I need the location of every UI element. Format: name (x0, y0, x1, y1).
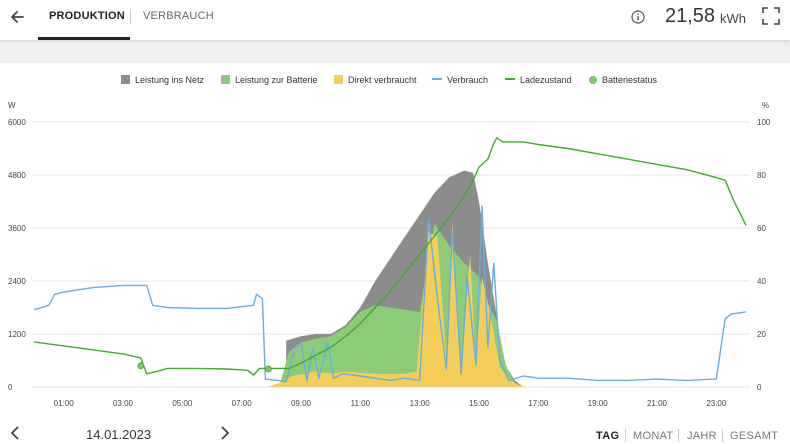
chart-legend: Leistung ins Netz Leistung zur Batterie … (0, 73, 790, 89)
legend-item-netz[interactable]: Leistung ins Netz (121, 75, 204, 87)
point-batteriestatus (137, 362, 145, 370)
area-series-direkt-verbraucht (268, 223, 527, 387)
y-tick-label-right: 0 (757, 383, 762, 392)
y-tick-label-left: 3600 (8, 224, 26, 233)
x-tick-label: 21:00 (647, 399, 668, 408)
back-arrow-icon[interactable] (8, 6, 28, 28)
top-bar: PRODUKTION VERBRAUCH 21,58 kWh (0, 0, 790, 40)
y-tick-label-right: 80 (757, 171, 766, 180)
range-tab-jahr[interactable]: JAHR (687, 430, 717, 442)
previous-day-icon[interactable] (8, 425, 22, 441)
range-separator (625, 429, 626, 442)
x-tick-label: 01:00 (54, 399, 75, 408)
x-tick-label: 17:00 (528, 399, 549, 408)
y-tick-label-left: 0 (8, 383, 13, 392)
legend-label: Verbrauch (447, 75, 489, 85)
x-tick-label: 03:00 (113, 399, 134, 408)
legend-item-batteriestatus[interactable]: Batteriestatus (589, 75, 657, 87)
active-tab-indicator (38, 37, 130, 40)
legend-item-verbrauch[interactable]: Verbrauch (432, 75, 488, 87)
energy-unit: kWh (720, 11, 746, 26)
x-tick-label: 13:00 (410, 399, 431, 408)
point-batteriestatus (264, 365, 272, 373)
legend-label: Leistung ins Netz (135, 75, 205, 85)
tab-verbrauch[interactable]: VERBRAUCH (143, 10, 214, 22)
legend-swatch-direkt (334, 75, 343, 84)
energy-value: 21,58 (665, 5, 716, 27)
range-separator (722, 429, 723, 442)
y-tick-label-right: 60 (757, 224, 766, 233)
legend-swatch-batterie (221, 75, 230, 84)
line-series-ladezustand (33, 137, 747, 376)
line-series-verbrauch (33, 205, 747, 383)
y-tick-label-right: 40 (757, 277, 766, 286)
legend-item-direkt[interactable]: Direkt verbraucht (334, 75, 417, 87)
date-label[interactable]: 14.01.2023 (86, 427, 152, 442)
legend-line-verbrauch (432, 78, 442, 80)
right-axis-unit: % (762, 101, 770, 110)
bottom-bar (0, 418, 790, 444)
range-separator (678, 429, 679, 442)
range-tab-monat[interactable]: MONAT (633, 430, 674, 442)
x-tick-label: 11:00 (351, 399, 371, 408)
y-tick-label-left: 1200 (8, 330, 26, 339)
x-tick-label: 19:00 (588, 399, 609, 408)
legend-dot-batteriestatus (589, 76, 597, 84)
chart-lines (33, 137, 747, 383)
tab-produktion[interactable]: PRODUKTION (49, 10, 125, 22)
legend-label: Direkt verbraucht (348, 75, 417, 85)
legend-item-ladezustand[interactable]: Ladezustand (505, 75, 572, 87)
chart-ticks: 0 0 1200 20 2400 40 3600 60 4800 80 6000 100 01:00 03… (8, 118, 771, 408)
range-tab-tag[interactable]: TAG (596, 430, 620, 442)
chart-points (137, 362, 272, 373)
left-axis-unit: W (8, 101, 16, 110)
range-tab-gesamt[interactable]: GESAMT (730, 430, 779, 442)
next-day-icon[interactable] (218, 425, 232, 441)
power-chart[interactable]: 0 0 1200 20 2400 40 3600 60 4800 80 6000 100 01:00 03… (0, 110, 790, 415)
y-tick-label-left: 6000 (8, 118, 26, 127)
legend-swatch-netz (121, 75, 130, 84)
legend-label: Ladezustand (520, 75, 572, 85)
fullscreen-icon[interactable] (762, 7, 780, 25)
tab-separator (130, 9, 131, 24)
y-tick-label-left: 4800 (8, 171, 26, 180)
legend-label: Batteriestatus (602, 75, 658, 85)
chart-areas (268, 170, 527, 387)
x-tick-label: 09:00 (291, 399, 312, 408)
x-tick-label: 23:00 (706, 399, 727, 408)
x-tick-label: 15:00 (469, 399, 490, 408)
y-tick-label-right: 20 (757, 330, 766, 339)
x-tick-label: 07:00 (232, 399, 253, 408)
legend-line-ladezustand (505, 78, 515, 80)
info-icon[interactable] (631, 10, 645, 24)
chart-grid (32, 121, 750, 388)
legend-label: Leistung zur Batterie (235, 75, 318, 85)
legend-item-batterie[interactable]: Leistung zur Batterie (221, 75, 318, 87)
y-tick-label-left: 2400 (8, 277, 26, 286)
x-tick-label: 05:00 (172, 399, 193, 408)
y-tick-label-right: 100 (757, 118, 771, 127)
